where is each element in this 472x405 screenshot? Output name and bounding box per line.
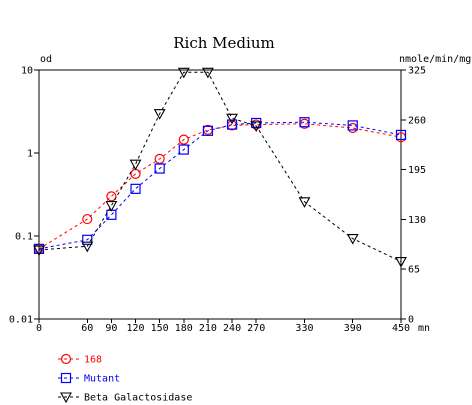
x-tick-label: 270 bbox=[247, 323, 265, 334]
x-tick-label: 180 bbox=[175, 323, 193, 334]
data-point-circle bbox=[82, 213, 93, 225]
series-168 bbox=[33, 118, 407, 254]
left-tick-label: 10 bbox=[21, 66, 33, 77]
x-tick-label: 390 bbox=[344, 323, 362, 334]
right-tick-label: 0 bbox=[408, 315, 414, 326]
right-tick-label: 325 bbox=[408, 66, 426, 77]
legend: 168 Mutant Beta Galactosidase bbox=[58, 353, 192, 404]
left-axis-ticks: 0.01 0.1 1 10 bbox=[9, 66, 39, 326]
series-line bbox=[38, 121, 402, 250]
data-point-triangle bbox=[33, 245, 45, 257]
series-beta-galactosidase bbox=[33, 67, 407, 268]
series-line bbox=[38, 71, 402, 262]
x-tick-label: 450 bbox=[392, 323, 410, 334]
legend-label: Beta Galactosidase bbox=[84, 393, 192, 404]
right-tick-label: 195 bbox=[408, 165, 426, 176]
data-point-triangle bbox=[346, 234, 359, 245]
x-tick-label: 60 bbox=[81, 323, 93, 334]
data-point-triangle bbox=[81, 241, 94, 253]
left-axis-label: od bbox=[40, 54, 52, 65]
legend-label: Mutant bbox=[84, 374, 120, 385]
right-axis-ticks: 0 65 130 195 260 325 bbox=[401, 66, 426, 326]
x-tick-label: 210 bbox=[199, 323, 217, 334]
data-point-square bbox=[33, 243, 45, 254]
data-point-triangle bbox=[153, 109, 166, 120]
series-mutant bbox=[33, 117, 407, 254]
data-point-square bbox=[226, 119, 238, 130]
left-tick-label: 0.01 bbox=[9, 315, 33, 326]
chart-title: Rich Medium bbox=[173, 34, 274, 52]
data-point-triangle bbox=[226, 113, 239, 125]
left-tick-label: 1 bbox=[27, 149, 33, 160]
x-tick-label: 330 bbox=[295, 323, 313, 334]
data-point-square bbox=[60, 372, 72, 384]
data-point-circle bbox=[60, 353, 72, 365]
data-point-square bbox=[299, 117, 310, 128]
x-axis-ticks: 0 60 90 120 150 180 210 240 270 330 390 450 bbox=[36, 319, 410, 334]
data-point-square bbox=[395, 129, 407, 141]
data-point-circle bbox=[154, 153, 165, 164]
data-point-square bbox=[82, 234, 93, 245]
data-point-triangle bbox=[60, 392, 72, 404]
data-point-triangle bbox=[177, 67, 190, 79]
data-point-triangle bbox=[395, 256, 407, 268]
x-tick-label: 240 bbox=[223, 323, 241, 334]
data-point-square bbox=[347, 120, 358, 131]
data-point-triangle bbox=[105, 201, 118, 212]
data-point-triangle bbox=[129, 159, 142, 171]
left-tick-label: 0.1 bbox=[15, 232, 33, 243]
legend-item: Beta Galactosidase bbox=[58, 392, 192, 404]
data-point-circle bbox=[106, 191, 117, 202]
data-point-square bbox=[178, 144, 189, 155]
data-point-square bbox=[154, 163, 165, 174]
x-tick-label: 0 bbox=[36, 323, 42, 334]
legend-item: Mutant bbox=[58, 372, 120, 385]
right-axis-label: nmole/min/mg bbox=[399, 54, 471, 65]
data-point-square bbox=[202, 125, 214, 136]
data-point-circle bbox=[178, 134, 189, 145]
x-tick-label: 90 bbox=[105, 323, 117, 334]
right-tick-label: 65 bbox=[408, 265, 420, 276]
data-point-square bbox=[130, 183, 141, 194]
data-point-triangle bbox=[298, 197, 311, 208]
data-point-triangle bbox=[201, 67, 214, 79]
series-line bbox=[38, 123, 402, 250]
x-tick-label: 150 bbox=[151, 323, 169, 334]
plot-frame bbox=[38, 69, 402, 320]
legend-label: 168 bbox=[84, 355, 102, 366]
x-axis-label: mn bbox=[418, 323, 430, 334]
x-tick-label: 120 bbox=[127, 323, 145, 334]
data-point-triangle bbox=[250, 121, 263, 133]
series-layer bbox=[33, 67, 407, 268]
right-tick-label: 260 bbox=[408, 115, 426, 126]
legend-item: 168 bbox=[58, 353, 102, 366]
right-tick-label: 130 bbox=[408, 215, 426, 226]
